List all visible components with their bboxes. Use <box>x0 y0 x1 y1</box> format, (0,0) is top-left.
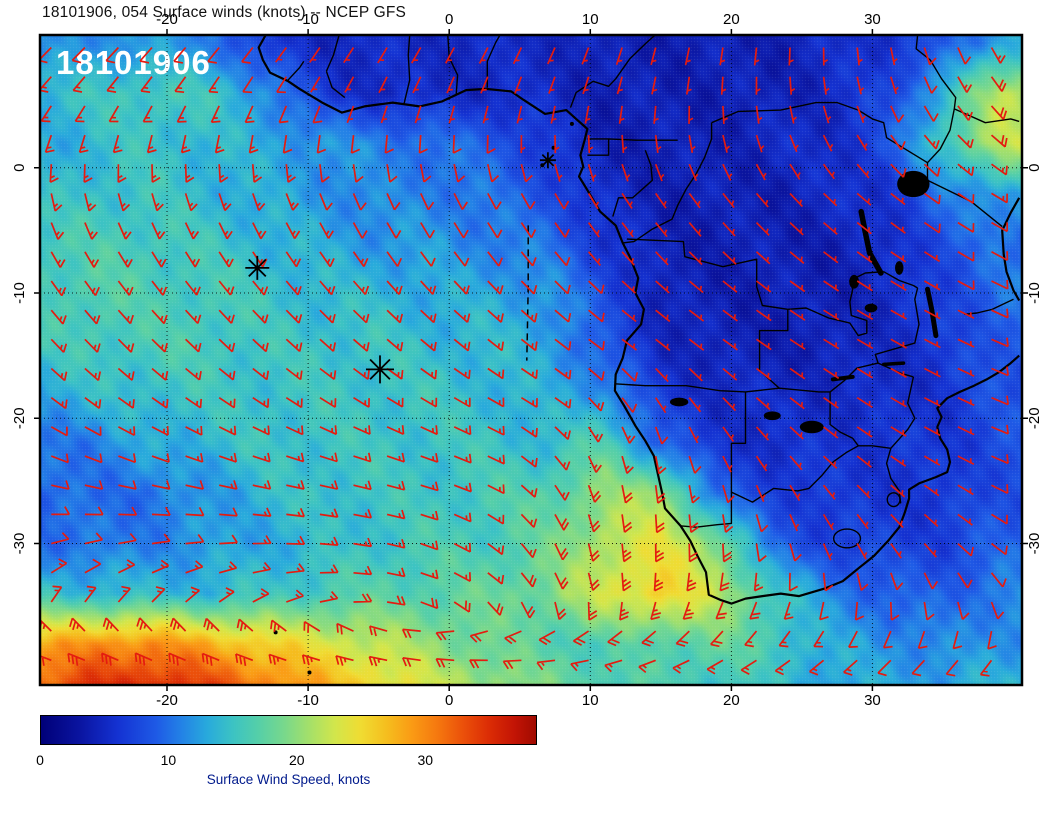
lon-tick-label-bottom: 10 <box>582 692 599 709</box>
lon-tick-label-top: 20 <box>723 11 740 28</box>
colorbar-label: Surface Wind Speed, knots <box>206 772 371 787</box>
lon-tick-label-bottom: 20 <box>723 692 740 709</box>
colorbar-tick-label: 30 <box>417 752 434 768</box>
figure-title: 18101906, 054 Surface winds (knots) -- N… <box>42 4 407 21</box>
lon-tick-label-top: 10 <box>582 11 599 28</box>
lat-tick-label-left: -30 <box>11 533 28 555</box>
run-timestamp-overlay: 18101906 <box>56 44 211 81</box>
lon-tick-label-bottom: 30 <box>864 692 881 709</box>
lon-tick-label-bottom: -10 <box>297 692 319 709</box>
lat-tick-label-right: 0 <box>1026 164 1043 172</box>
lon-tick-label-top: 30 <box>864 11 881 28</box>
lat-tick-label-left: -10 <box>11 282 28 304</box>
lon-tick-label-bottom: 0 <box>445 692 453 709</box>
wind-field-canvas <box>40 35 1022 685</box>
colorbar-gradient <box>40 715 537 745</box>
lat-tick-label-right: -10 <box>1026 282 1043 304</box>
lat-tick-label-left: 0 <box>11 164 28 172</box>
colorbar-tick-label: 10 <box>160 752 177 768</box>
colorbar: 0 10 20 30 Surface Wind Speed, knots <box>36 715 537 787</box>
lon-tick-label-bottom: -20 <box>156 692 178 709</box>
colorbar-tick-label: 20 <box>289 752 305 768</box>
lon-tick-label-top: 0 <box>445 11 453 28</box>
lat-tick-label-right: -30 <box>1026 533 1043 555</box>
lat-tick-label-left: -20 <box>11 407 28 429</box>
lat-tick-label-right: -20 <box>1026 407 1043 429</box>
colorbar-tick-label: 0 <box>36 752 44 768</box>
